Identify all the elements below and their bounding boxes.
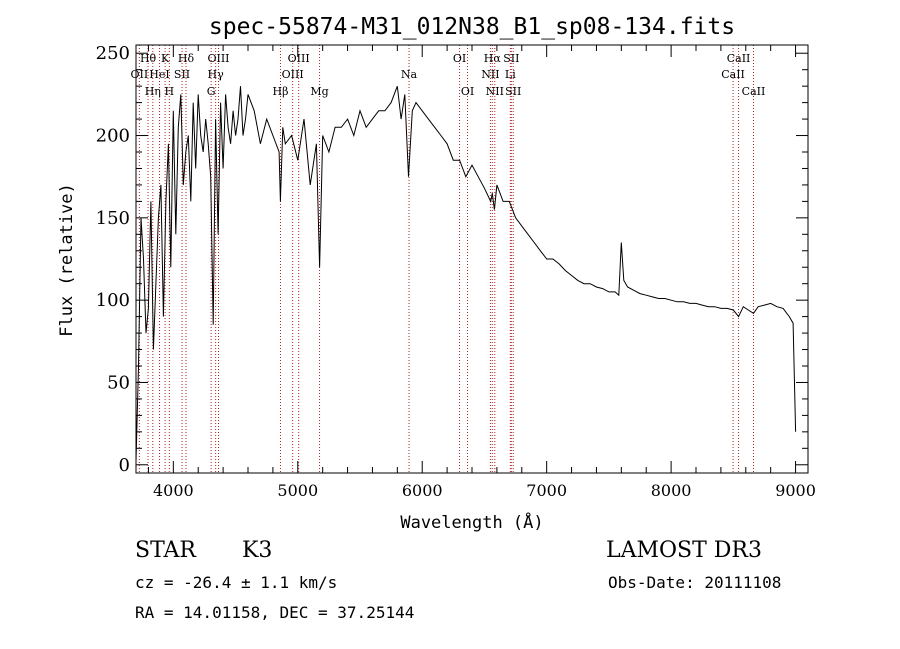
ann-nii-2: NII — [486, 85, 504, 98]
ann-hgamma: Hγ — [208, 68, 225, 81]
plot-frame — [135, 44, 809, 474]
ann-li: Li — [505, 68, 516, 81]
ann-oii-1: OII — [131, 68, 149, 81]
ann-hbeta: Hβ — [273, 85, 289, 98]
x-tick-label-0: 4000 — [153, 481, 194, 500]
ann-h: H — [165, 85, 175, 98]
redshift-value: cz = -26.4 ± 1.1 km/s — [135, 573, 338, 592]
x-tick-label-2: 6000 — [402, 481, 443, 500]
ann-oiii-2: OIII — [282, 68, 304, 81]
ann-oi-1: OI — [453, 52, 466, 65]
axis-tick-labels: 4000 5000 6000 7000 8000 9000 0 50 100 150 200 250 — [96, 43, 816, 500]
emission-line-markers — [138, 45, 754, 473]
spectrum-line — [135, 86, 797, 462]
chart-title: spec-55874-M31_012N38_B1_sp08-134.fits — [209, 14, 735, 40]
x-tick-label-5: 9000 — [775, 481, 816, 500]
ann-caii-3: CaII — [742, 85, 766, 98]
ann-htheta: Hθ — [140, 52, 157, 65]
x-axis-label: Wavelength (Å) — [400, 511, 543, 533]
y-tick-label-0: 0 — [119, 455, 130, 476]
y-tick-label-2: 100 — [96, 290, 130, 311]
axis-ticks — [136, 45, 808, 473]
ann-sii-2: SII — [503, 52, 519, 65]
ann-g: G — [207, 85, 216, 98]
ann-hdelta: Hδ — [178, 52, 195, 65]
y-tick-label-5: 250 — [96, 43, 130, 64]
ann-oiii-3: OIII — [288, 52, 310, 65]
ann-sii-1: SII — [174, 68, 190, 81]
x-tick-label-3: 7000 — [526, 481, 567, 500]
ann-nii-1: NII — [481, 68, 499, 81]
x-tick-label-4: 8000 — [651, 481, 692, 500]
ann-oiii-1: OIII — [207, 52, 229, 65]
ann-k: K — [161, 52, 170, 65]
ann-na: Na — [401, 68, 418, 81]
y-tick-label-1: 50 — [107, 372, 130, 393]
ann-halpha: Hα — [484, 52, 502, 65]
spectrum-series — [135, 86, 797, 462]
ann-oi-2: OI — [461, 85, 474, 98]
y-tick-label-4: 200 — [96, 126, 130, 147]
ann-sii-3: SII — [505, 85, 521, 98]
ann-mg: Mg — [310, 85, 328, 98]
ann-heta: Hη — [145, 85, 161, 98]
object-subclass: K3 — [242, 538, 273, 563]
coordinates: RA = 14.01158, DEC = 37.25144 — [135, 603, 415, 622]
object-class: STAR — [135, 538, 196, 563]
survey-name: LAMOST DR3 — [606, 538, 762, 563]
observation-date: Obs-Date: 20111108 — [608, 573, 782, 592]
x-tick-label-1: 5000 — [277, 481, 318, 500]
y-tick-label-3: 150 — [96, 208, 130, 229]
line-annotations: OII Hθ Hη HeI K H SII Hδ G Hγ OIII Hβ OIII OIII Mg Na OI… — [131, 52, 766, 98]
ann-hei: HeI — [149, 68, 169, 81]
y-axis-label: Flux (relative) — [57, 183, 77, 337]
ann-caii-2: CaII — [727, 52, 751, 65]
ann-caii-1: CaII — [721, 68, 745, 81]
